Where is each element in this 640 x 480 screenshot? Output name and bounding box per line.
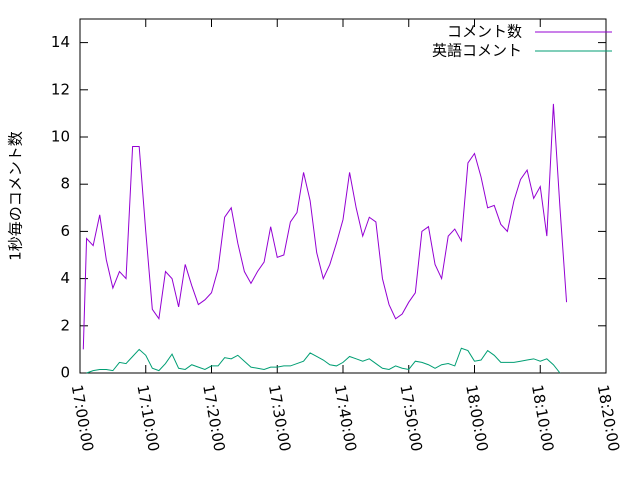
- y-tick-label: 14: [51, 33, 70, 51]
- x-tick-label: 17:00:00: [68, 383, 97, 452]
- x-tick-label: 17:30:00: [265, 383, 294, 452]
- legend-label: 英語コメント: [432, 42, 522, 60]
- y-tick-label: 0: [60, 364, 70, 382]
- x-tick-label: 17:50:00: [396, 383, 425, 452]
- series-line: [82, 103, 568, 350]
- y-tick-label: 12: [51, 80, 70, 98]
- series-line: [86, 347, 561, 374]
- y-tick-label: 8: [60, 175, 70, 193]
- x-tick-label: 18:10:00: [528, 383, 557, 452]
- x-tick-label: 17:20:00: [199, 383, 228, 452]
- x-tick-label: 18:00:00: [462, 383, 491, 452]
- y-tick-label: 10: [51, 128, 70, 146]
- x-tick-label: 17:10:00: [133, 383, 162, 452]
- x-tick-label: 17:40:00: [331, 383, 360, 452]
- y-tick-label: 6: [60, 222, 70, 240]
- x-tick-label: 18:20:00: [594, 383, 623, 452]
- y-axis-label: 1秒毎のコメント数: [7, 131, 25, 261]
- plot-border: [79, 18, 607, 374]
- y-tick-label: 4: [60, 269, 70, 287]
- y-tick-label: 2: [60, 316, 70, 334]
- legend-label: コメント数: [447, 23, 522, 41]
